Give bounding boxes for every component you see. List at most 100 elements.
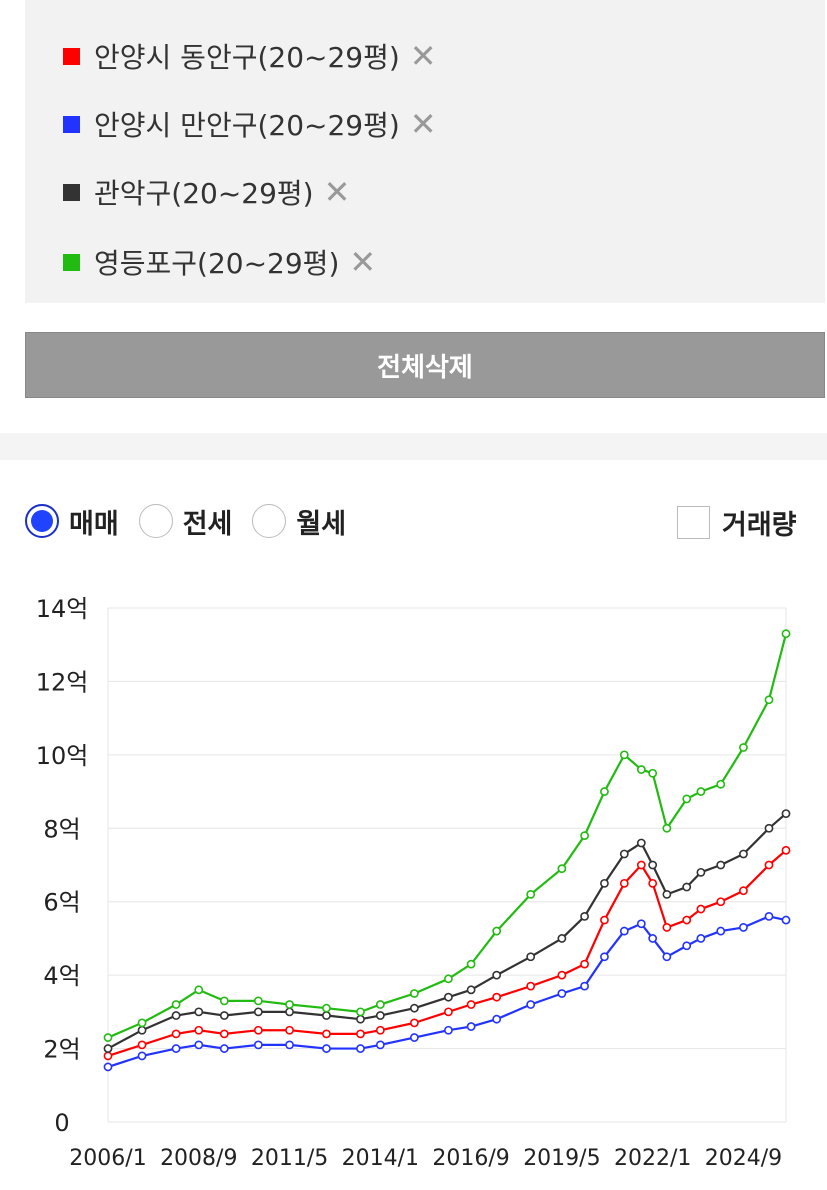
data-point <box>466 1000 476 1009</box>
y-tick-label: 2억 <box>43 1036 80 1064</box>
data-point <box>375 1025 385 1035</box>
data-point <box>580 911 589 921</box>
data-point <box>356 1014 365 1024</box>
remove-series-icon[interactable]: ✕ <box>409 37 437 75</box>
data-point <box>194 985 204 995</box>
volume-label: 거래량 <box>722 510 797 541</box>
series-path <box>107 812 787 1050</box>
data-point <box>285 1000 294 1009</box>
data-point <box>171 1000 181 1009</box>
delete-all-button[interactable]: 전체삭제 <box>25 332 825 398</box>
data-point <box>716 860 726 870</box>
data-point <box>444 1007 453 1017</box>
radio-sale[interactable]: 매매 <box>25 502 119 541</box>
data-point <box>764 695 774 705</box>
data-point <box>648 768 658 778</box>
radio-label: 월세 <box>296 508 347 540</box>
data-point <box>375 1000 385 1009</box>
series-line <box>103 629 791 1042</box>
series-path <box>107 915 787 1068</box>
radio-monthly-rent[interactable]: 월세 <box>252 502 346 541</box>
data-point <box>285 1007 294 1017</box>
radio-jeonse[interactable]: 전세 <box>138 502 232 541</box>
data-point <box>557 864 567 874</box>
x-tick-label: 2022/1 <box>614 1146 691 1171</box>
data-point <box>636 838 646 848</box>
data-point <box>764 860 774 870</box>
data-point <box>194 1040 204 1050</box>
y-tick-label: 14억 <box>36 595 89 623</box>
data-point <box>171 1029 181 1039</box>
data-point <box>526 952 536 962</box>
data-point <box>557 934 567 943</box>
legend-label: 안양시 동안구(20~29평) <box>94 41 400 74</box>
x-tick-label: 2008/9 <box>160 1146 237 1171</box>
data-point <box>696 934 706 943</box>
data-point <box>194 1007 204 1017</box>
radio-button[interactable] <box>138 504 173 538</box>
data-point <box>171 1011 181 1020</box>
data-point <box>466 985 476 995</box>
data-point <box>662 889 672 899</box>
data-point <box>356 1029 365 1039</box>
data-point <box>253 996 263 1006</box>
data-point <box>322 1044 331 1053</box>
data-point <box>409 1033 419 1042</box>
data-point <box>636 765 646 774</box>
remove-series-icon[interactable]: ✕ <box>409 105 437 143</box>
y-tick-label: 6억 <box>43 889 80 917</box>
x-tick-label: 2016/9 <box>432 1146 509 1171</box>
volume-checkbox[interactable] <box>677 506 710 539</box>
data-point <box>194 1025 204 1035</box>
data-point <box>375 1011 385 1020</box>
data-point <box>409 989 419 998</box>
legend-swatch <box>63 115 80 133</box>
data-point <box>739 923 748 932</box>
data-point <box>409 1003 419 1013</box>
data-point <box>739 849 748 859</box>
data-point <box>492 970 502 980</box>
data-point <box>716 926 726 936</box>
data-point <box>444 974 453 984</box>
data-point <box>716 897 726 907</box>
radio-button[interactable] <box>252 504 287 538</box>
data-point <box>526 1000 536 1009</box>
data-point <box>682 941 692 951</box>
data-point <box>619 849 629 859</box>
data-point <box>696 904 706 914</box>
data-point <box>526 889 536 899</box>
volume-toggle[interactable]: 거래량 <box>677 503 797 542</box>
data-point <box>716 779 726 789</box>
data-point <box>375 1040 385 1050</box>
legend-panel: 안양시 동안구(20~29평) ✕ 안양시 만안구(20~29평) ✕ 관악구(… <box>25 0 825 303</box>
radio-button[interactable] <box>25 504 59 538</box>
data-point <box>285 1040 294 1050</box>
y-tick-label: 0 <box>54 1109 69 1137</box>
data-point <box>662 952 672 962</box>
data-point <box>764 823 774 833</box>
data-point <box>619 750 629 760</box>
plot-area <box>103 629 791 1072</box>
data-point <box>696 787 706 796</box>
data-point <box>137 1025 147 1035</box>
legend-item: 영등포구(20~29평) ✕ <box>63 242 376 282</box>
data-point <box>580 981 589 991</box>
remove-series-icon[interactable]: ✕ <box>323 173 351 211</box>
legend-swatch <box>63 253 80 271</box>
data-point <box>696 867 706 877</box>
data-point <box>356 1007 365 1017</box>
data-point <box>648 860 658 870</box>
data-point <box>781 629 791 639</box>
data-point <box>253 1040 263 1050</box>
deal-type-radio-group: 매매 전세 월세 <box>25 498 366 544</box>
remove-series-icon[interactable]: ✕ <box>349 243 377 281</box>
data-point <box>103 1033 113 1042</box>
x-tick-label: 2024/9 <box>705 1146 782 1171</box>
legend-swatch <box>63 183 80 201</box>
x-tick-label: 2006/1 <box>69 1146 146 1171</box>
legend-label: 안양시 만안구(20~29평) <box>94 109 400 142</box>
data-point <box>103 1062 113 1072</box>
data-point <box>219 1011 229 1020</box>
data-point <box>781 915 791 925</box>
x-tick-label: 2019/5 <box>523 1146 600 1171</box>
